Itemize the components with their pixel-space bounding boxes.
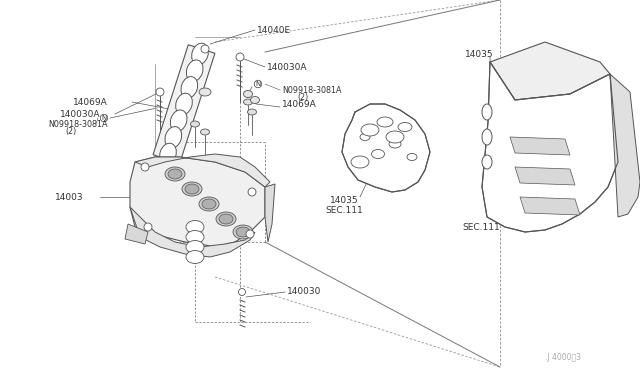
Circle shape: [144, 223, 152, 231]
Text: .J 4000〈3: .J 4000〈3: [545, 353, 581, 362]
Text: 140030: 140030: [287, 288, 321, 296]
Text: 14069A: 14069A: [282, 99, 317, 109]
Ellipse shape: [186, 60, 203, 81]
Circle shape: [246, 230, 254, 238]
Ellipse shape: [361, 124, 379, 136]
Ellipse shape: [351, 156, 369, 168]
Ellipse shape: [243, 90, 253, 97]
Ellipse shape: [165, 126, 182, 148]
Circle shape: [236, 53, 244, 61]
Ellipse shape: [165, 167, 185, 181]
Text: 14040E: 14040E: [257, 26, 291, 35]
Ellipse shape: [386, 131, 404, 143]
Text: N09918-3081A: N09918-3081A: [48, 119, 108, 128]
Polygon shape: [130, 207, 255, 257]
Text: 140030A: 140030A: [60, 109, 100, 119]
Ellipse shape: [186, 231, 204, 244]
Ellipse shape: [186, 221, 204, 234]
Ellipse shape: [377, 117, 393, 127]
Polygon shape: [520, 197, 580, 215]
Ellipse shape: [186, 241, 204, 253]
Ellipse shape: [186, 250, 204, 263]
Polygon shape: [135, 154, 270, 187]
Polygon shape: [265, 184, 275, 242]
Text: (2): (2): [297, 93, 308, 102]
Text: 14069A: 14069A: [73, 97, 108, 106]
Circle shape: [248, 188, 256, 196]
Ellipse shape: [243, 99, 253, 105]
Text: N: N: [255, 81, 260, 87]
Circle shape: [156, 88, 164, 96]
Ellipse shape: [199, 88, 211, 96]
Ellipse shape: [216, 212, 236, 226]
Ellipse shape: [371, 150, 385, 158]
Ellipse shape: [233, 225, 253, 239]
Polygon shape: [490, 42, 610, 100]
Ellipse shape: [236, 227, 250, 237]
Text: 140030A: 140030A: [267, 62, 307, 71]
Ellipse shape: [202, 199, 216, 209]
Text: SEC.111: SEC.111: [325, 205, 363, 215]
Polygon shape: [342, 104, 430, 192]
Ellipse shape: [201, 45, 209, 53]
Ellipse shape: [389, 140, 401, 148]
Ellipse shape: [200, 129, 209, 135]
Ellipse shape: [482, 129, 492, 145]
Text: (2): (2): [65, 126, 76, 135]
Polygon shape: [510, 137, 570, 155]
Ellipse shape: [170, 110, 187, 131]
Ellipse shape: [168, 169, 182, 179]
Ellipse shape: [181, 77, 198, 98]
Ellipse shape: [159, 143, 177, 165]
Ellipse shape: [407, 154, 417, 160]
Text: 14003: 14003: [55, 192, 84, 202]
Ellipse shape: [398, 122, 412, 131]
Text: N: N: [101, 115, 107, 121]
Ellipse shape: [248, 109, 257, 115]
Text: 14035: 14035: [465, 49, 493, 58]
Ellipse shape: [482, 155, 492, 169]
Text: N09918-3081A: N09918-3081A: [282, 86, 342, 94]
Ellipse shape: [185, 184, 199, 194]
Polygon shape: [482, 62, 618, 232]
Polygon shape: [130, 157, 265, 247]
Ellipse shape: [182, 182, 202, 196]
Text: SEC.111: SEC.111: [462, 222, 500, 231]
Ellipse shape: [482, 104, 492, 120]
Ellipse shape: [191, 121, 200, 127]
Circle shape: [239, 289, 246, 295]
Polygon shape: [515, 167, 575, 185]
Ellipse shape: [199, 197, 219, 211]
Polygon shape: [125, 224, 148, 244]
Circle shape: [141, 163, 149, 171]
Ellipse shape: [250, 96, 259, 103]
Polygon shape: [610, 74, 640, 217]
Ellipse shape: [191, 43, 209, 65]
Text: 14035: 14035: [330, 196, 358, 205]
Ellipse shape: [360, 134, 370, 141]
Ellipse shape: [175, 93, 193, 115]
Ellipse shape: [219, 214, 233, 224]
Polygon shape: [153, 45, 215, 163]
